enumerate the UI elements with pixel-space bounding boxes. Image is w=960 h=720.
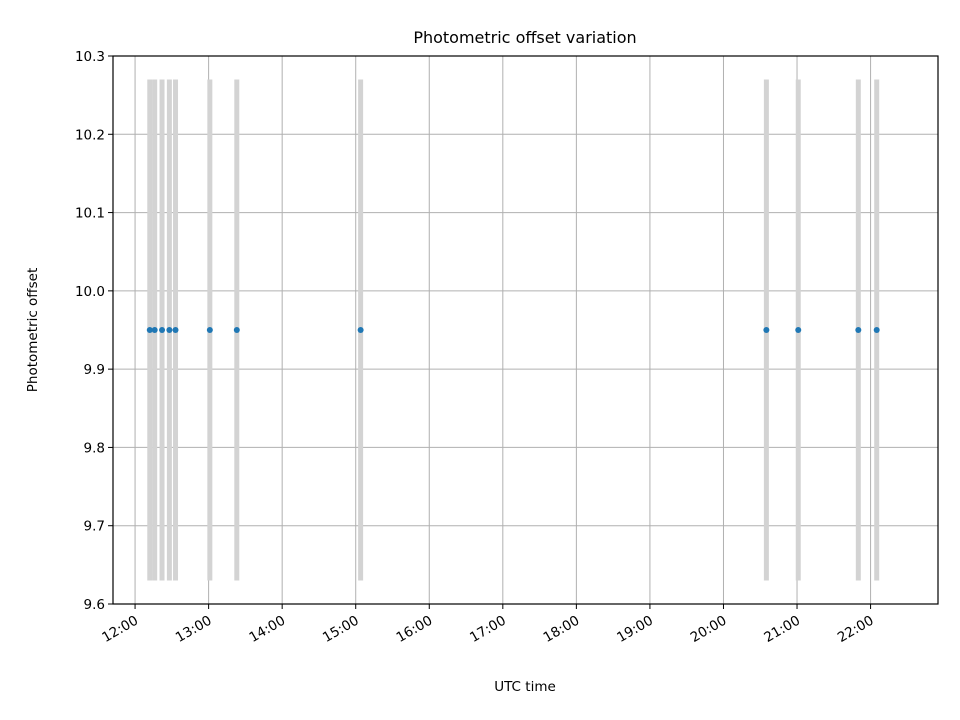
data-point [795,327,802,333]
x-tick-label: 16:00 [394,613,436,646]
data-point [159,327,166,333]
chart-title: Photometric offset variation [413,28,636,47]
data-point [855,327,862,333]
x-tick-label: 17:00 [467,613,509,646]
data-point [206,327,213,333]
data-point [233,327,240,333]
x-tick-label: 15:00 [320,613,362,646]
y-axis-label: Photometric offset [25,268,41,392]
data-point [166,327,173,333]
data-point [151,327,158,333]
x-tick-label: 19:00 [614,613,656,646]
x-tick-label: 13:00 [173,613,215,646]
data-point [172,327,179,333]
y-tick-label: 10.0 [75,284,105,300]
y-tick-label: 9.7 [84,519,105,535]
data-point [763,327,770,333]
x-tick-label: 14:00 [246,613,288,646]
x-tick-label: 18:00 [541,613,583,646]
y-tick-label: 10.1 [75,206,105,222]
data-point [873,327,880,333]
x-axis-ticks: 12:00 13:00 14:00 15:00 16:00 17:00 18:00 19:00… [99,604,877,646]
plot-frame [112,55,939,605]
x-tick-label: 20:00 [688,613,730,646]
data-point [357,327,364,333]
x-tick-label: 21:00 [761,613,803,646]
y-tick-label: 9.8 [84,440,105,456]
y-tick-label: 9.6 [84,597,105,613]
y-tick-label: 10.2 [75,127,105,143]
x-tick-label: 22:00 [835,613,877,646]
y-tick-label: 9.9 [84,362,105,378]
y-axis-ticks: 9.6 9.7 9.8 9.9 10.0 10.1 10.2 10.3 [75,49,113,613]
data-point [146,327,153,333]
x-axis-label: UTC time [494,679,556,695]
data-points [146,327,880,333]
x-tick-label: 12:00 [99,613,141,646]
y-tick-label: 10.3 [75,49,105,65]
